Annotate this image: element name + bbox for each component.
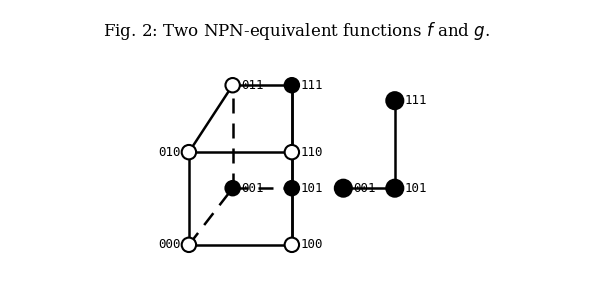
Text: 000: 000 xyxy=(158,238,181,251)
Text: 100: 100 xyxy=(301,238,323,251)
Text: Fig. 2: Two NPN-equivalent functions $f$ and $g$.: Fig. 2: Two NPN-equivalent functions $f$… xyxy=(103,20,491,42)
Circle shape xyxy=(285,238,299,252)
Circle shape xyxy=(285,78,299,92)
Circle shape xyxy=(285,145,299,159)
Text: 001: 001 xyxy=(241,182,264,195)
Circle shape xyxy=(182,145,196,159)
Text: 001: 001 xyxy=(353,182,375,195)
Text: 111: 111 xyxy=(405,94,427,107)
Circle shape xyxy=(335,180,352,197)
Text: 110: 110 xyxy=(301,146,323,159)
Circle shape xyxy=(386,180,403,197)
Text: 101: 101 xyxy=(301,182,323,195)
Circle shape xyxy=(182,238,196,252)
Text: 011: 011 xyxy=(241,79,264,92)
Text: 101: 101 xyxy=(405,182,427,195)
Circle shape xyxy=(285,181,299,195)
Circle shape xyxy=(226,78,240,92)
Circle shape xyxy=(386,92,403,109)
Text: 010: 010 xyxy=(158,146,181,159)
Text: 111: 111 xyxy=(301,79,323,92)
Circle shape xyxy=(226,181,240,195)
